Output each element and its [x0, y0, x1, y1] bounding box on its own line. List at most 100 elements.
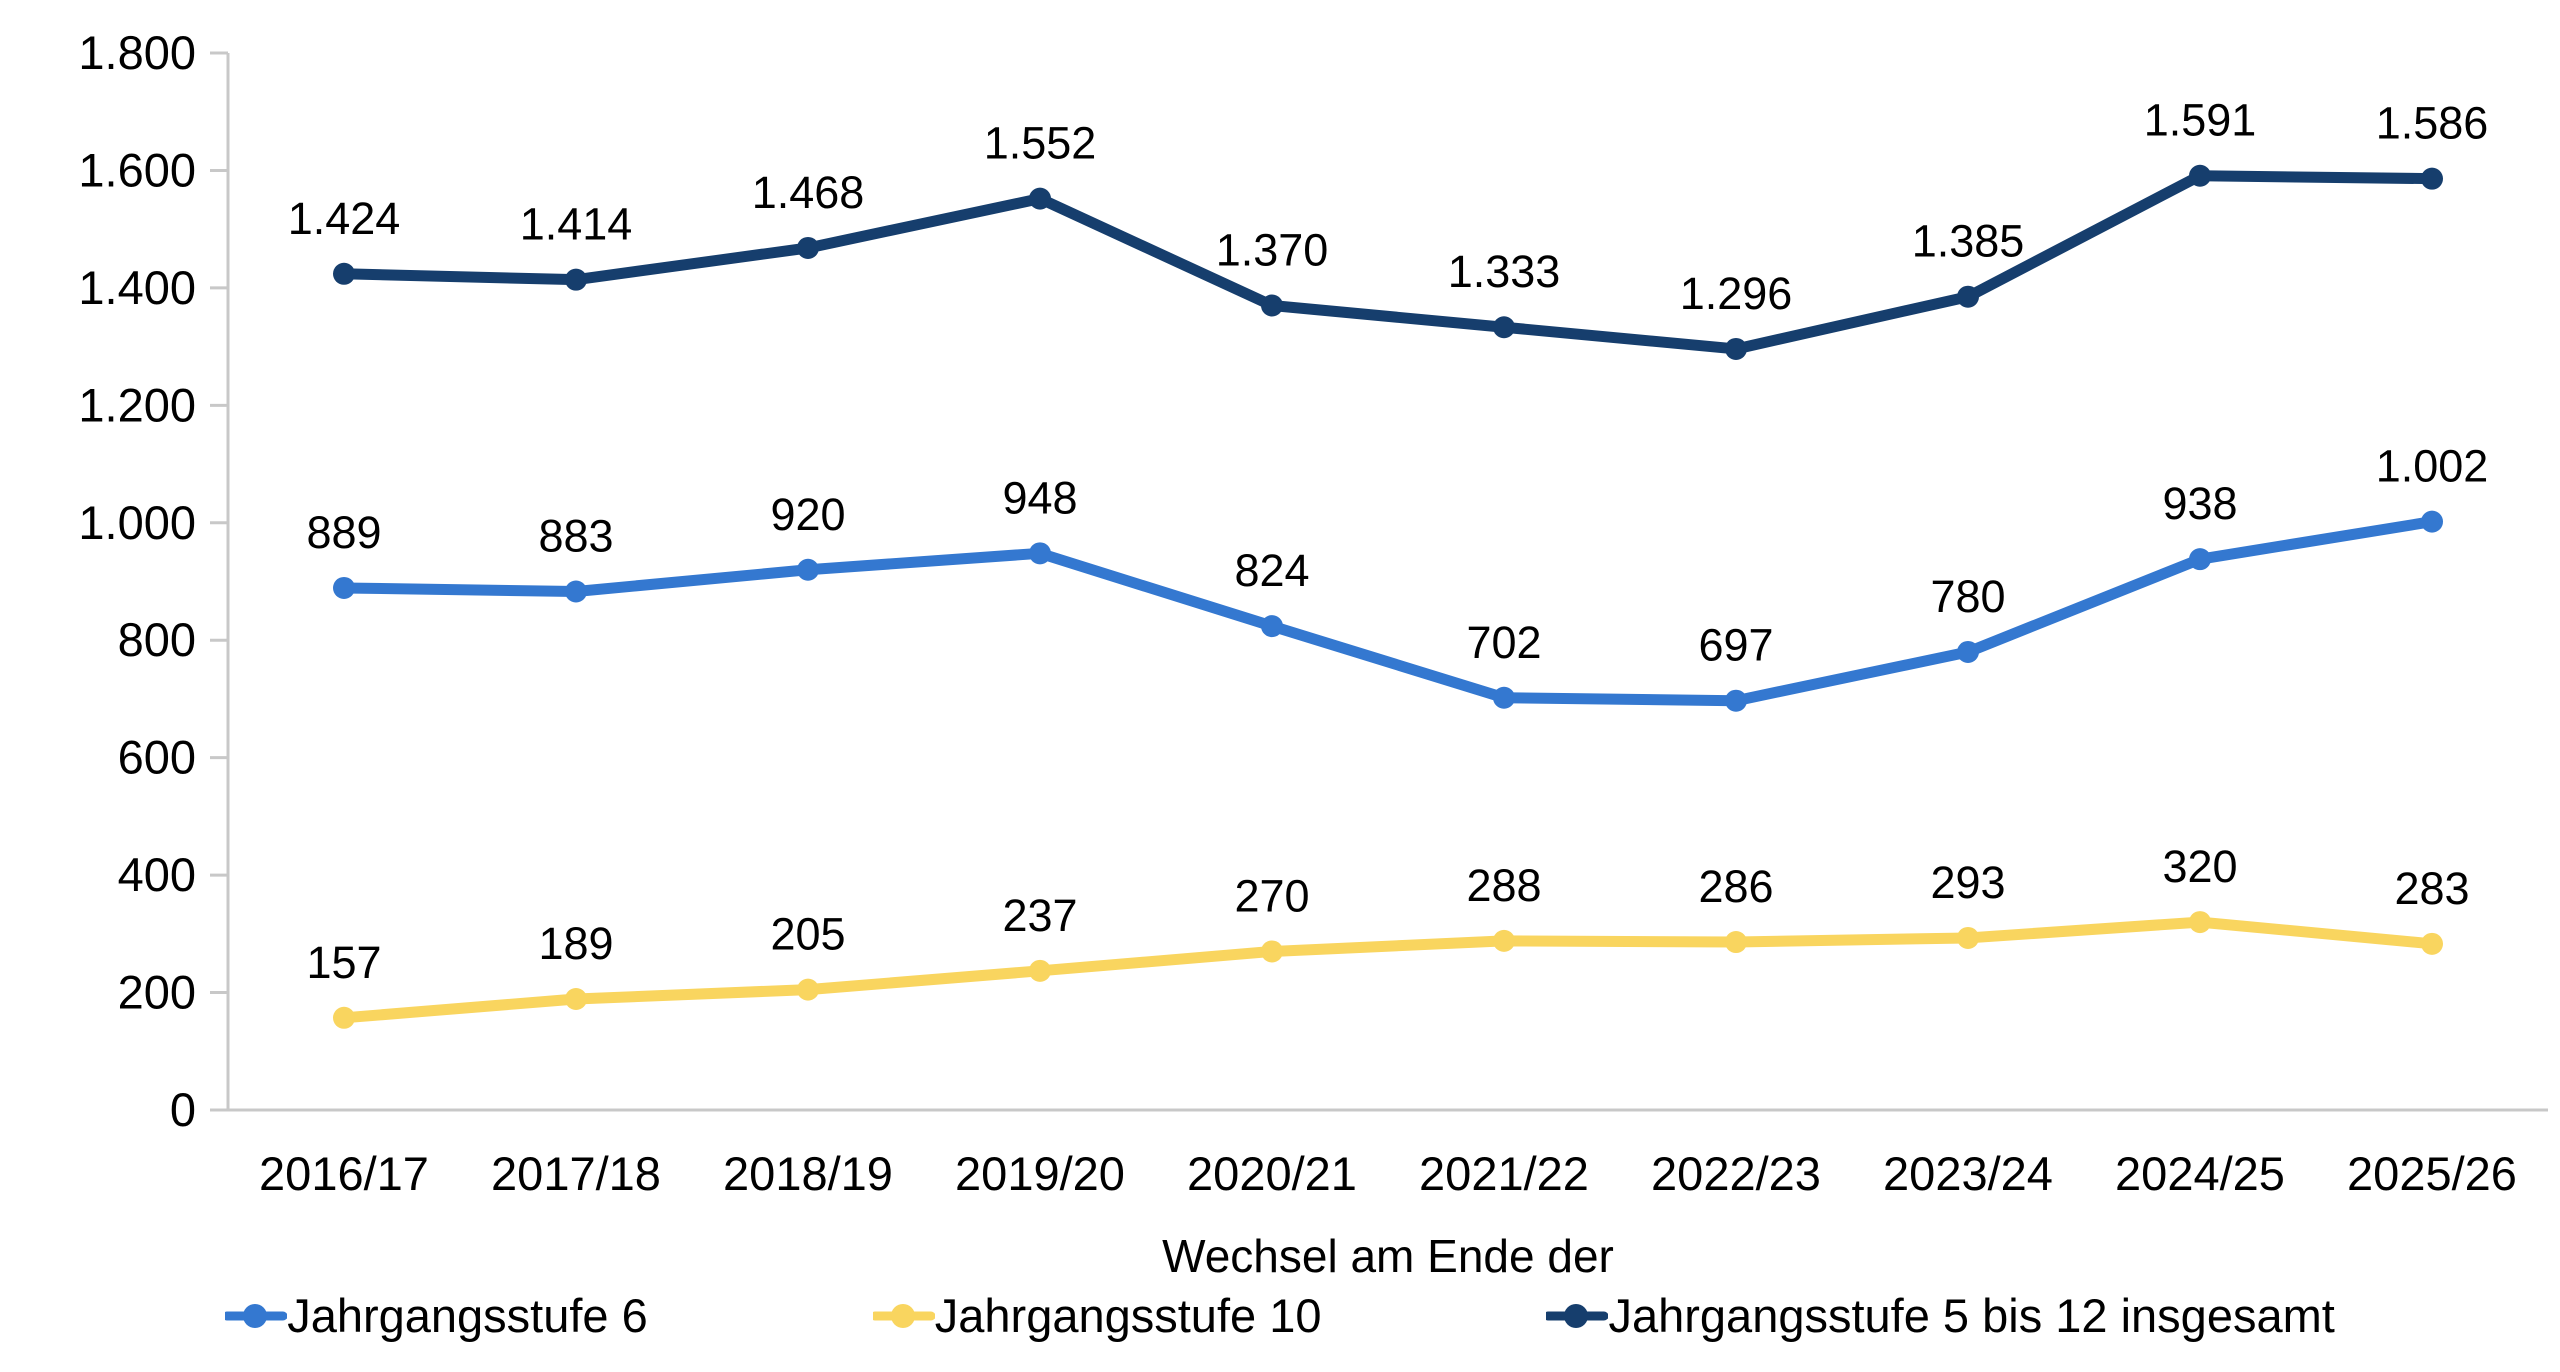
data-label: 889: [306, 507, 381, 558]
series-lines: [333, 164, 2443, 1029]
x-tick-label: 2019/20: [955, 1147, 1125, 1200]
legend-label: Jahrgangsstufe 10: [934, 1289, 1322, 1342]
legend-marker-icon: [225, 1303, 288, 1328]
y-tick-label: 200: [118, 966, 196, 1019]
legend-dot: [890, 1303, 915, 1328]
x-tick-label: 2017/18: [491, 1147, 661, 1200]
data-label: 780: [1930, 571, 2005, 622]
data-label: 938: [2162, 478, 2237, 529]
data-point-jahrgangsstufe-10: [797, 978, 819, 1001]
data-label: 189: [538, 918, 613, 969]
data-point-jahrgangsstufe-10: [2421, 932, 2443, 955]
data-point-jahrgangsstufe-5-bis-12-insgesamt: [1493, 316, 1515, 339]
data-point-jahrgangsstufe-6: [1493, 686, 1515, 709]
data-point-jahrgangsstufe-6: [797, 558, 819, 581]
legend-item-jahrgangsstufe-6: Jahrgangsstufe 6: [225, 1292, 648, 1339]
y-tick-label: 1.600: [78, 143, 196, 196]
y-tick-label: 400: [118, 848, 196, 901]
data-point-jahrgangsstufe-5-bis-12-insgesamt: [1261, 294, 1283, 317]
x-tick-label: 2016/17: [259, 1147, 429, 1200]
data-label: 1.468: [752, 167, 865, 218]
x-axis-title: Wechsel am Ende der: [1162, 1230, 1614, 1282]
data-point-jahrgangsstufe-6: [1957, 640, 1979, 663]
data-label: 1.591: [2144, 95, 2257, 146]
y-tick-label: 800: [118, 613, 196, 666]
data-point-jahrgangsstufe-10: [1725, 931, 1747, 954]
data-point-jahrgangsstufe-10: [565, 988, 587, 1011]
data-point-jahrgangsstufe-6: [1725, 689, 1747, 712]
legend-marker-icon: [872, 1303, 935, 1328]
data-label: 948: [1002, 472, 1077, 523]
data-labels: 889 883 920 948 824 702 697 780 938 1.002 157 189 20…: [288, 95, 2489, 988]
data-point-jahrgangsstufe-10: [333, 1006, 355, 1029]
data-label: 205: [770, 909, 845, 960]
data-label: 286: [1698, 861, 1773, 912]
y-tick-label: 1.400: [78, 261, 196, 314]
data-point-jahrgangsstufe-10: [2189, 911, 2211, 934]
data-label: 920: [770, 489, 845, 540]
data-label: 1.002: [2376, 441, 2489, 492]
data-label: 1.385: [1912, 216, 2025, 267]
data-point-jahrgangsstufe-6: [2189, 548, 2211, 571]
data-label: 702: [1466, 617, 1541, 668]
series-line-jahrgangsstufe-6: [338, 516, 2438, 707]
data-point-jahrgangsstufe-10: [1957, 926, 1979, 949]
data-point-jahrgangsstufe-6: [1261, 615, 1283, 638]
legend-item-jahrgangsstufe-5-bis-12-insgesamt: Jahrgangsstufe 5 bis 12 insgesamt: [1546, 1289, 2335, 1342]
data-label: 283: [2394, 863, 2469, 914]
data-point-jahrgangsstufe-6: [1029, 542, 1051, 565]
data-label: 1.370: [1216, 225, 1329, 276]
data-point-jahrgangsstufe-5-bis-12-insgesamt: [1029, 187, 1051, 210]
x-tick-label: 2021/22: [1419, 1147, 1589, 1200]
data-label: 1.424: [288, 193, 401, 244]
x-tick-label: 2020/21: [1187, 1147, 1357, 1200]
data-label: 697: [1698, 620, 1773, 671]
data-label: 1.586: [2376, 98, 2489, 149]
data-label: 237: [1002, 890, 1077, 941]
y-tick-label: 0: [170, 1083, 196, 1136]
data-point-jahrgangsstufe-6: [333, 576, 355, 599]
data-label: 1.414: [520, 199, 633, 250]
y-tick-label: 1.000: [78, 496, 196, 549]
data-point-jahrgangsstufe-6: [2421, 510, 2443, 533]
data-point-jahrgangsstufe-5-bis-12-insgesamt: [333, 262, 355, 285]
x-tick-label: 2023/24: [1883, 1147, 2053, 1200]
legend-label: Jahrgangsstufe 6: [287, 1289, 648, 1342]
data-point-jahrgangsstufe-10: [1029, 959, 1051, 982]
x-tick-label: 2025/26: [2347, 1147, 2517, 1200]
data-label: 270: [1234, 870, 1309, 921]
data-label: 1.552: [984, 118, 1097, 169]
legend-label: Jahrgangsstufe 5 bis 12 insgesamt: [1608, 1289, 2335, 1342]
data-point-jahrgangsstufe-5-bis-12-insgesamt: [1957, 285, 1979, 308]
data-point-jahrgangsstufe-5-bis-12-insgesamt: [797, 236, 819, 259]
data-label: 883: [538, 510, 613, 561]
data-label: 320: [2162, 841, 2237, 892]
data-point-jahrgangsstufe-5-bis-12-insgesamt: [2421, 167, 2443, 190]
data-point-jahrgangsstufe-5-bis-12-insgesamt: [1725, 337, 1747, 360]
legend-item-jahrgangsstufe-10: Jahrgangsstufe 10: [872, 1289, 1322, 1342]
data-label: 1.296: [1680, 268, 1793, 319]
data-label: 293: [1930, 857, 2005, 908]
y-tick-label: 600: [118, 731, 196, 784]
axes: 0 200 400 600 800 1.000 1.200 1.400 1.600 1.800 20…: [78, 26, 2548, 1200]
data-label: 157: [306, 937, 381, 988]
data-point-jahrgangsstufe-5-bis-12-insgesamt: [565, 268, 587, 291]
data-point-jahrgangsstufe-10: [1261, 940, 1283, 963]
data-label: 824: [1234, 545, 1309, 596]
x-tick-label: 2024/25: [2115, 1147, 2285, 1200]
y-tick-label: 1.200: [78, 378, 196, 431]
y-tick-label: 1.800: [78, 26, 196, 79]
legend-marker-icon: [1546, 1303, 1609, 1328]
data-point-jahrgangsstufe-5-bis-12-insgesamt: [2189, 164, 2211, 187]
legend-dot: [1564, 1303, 1589, 1328]
x-tick-label: 2018/19: [723, 1147, 893, 1200]
series-line-jahrgangsstufe-5-bis-12-insgesamt: [338, 170, 2438, 355]
data-label: 1.333: [1448, 246, 1561, 297]
x-tick-label: 2022/23: [1651, 1147, 1821, 1200]
series-line-jahrgangsstufe-10: [338, 916, 2438, 1024]
legend: Jahrgangsstufe 6 Jahrgangsstufe 10 Jahrgan…: [0, 1292, 2560, 1339]
data-point-jahrgangsstufe-6: [565, 580, 587, 603]
data-label: 288: [1466, 860, 1541, 911]
